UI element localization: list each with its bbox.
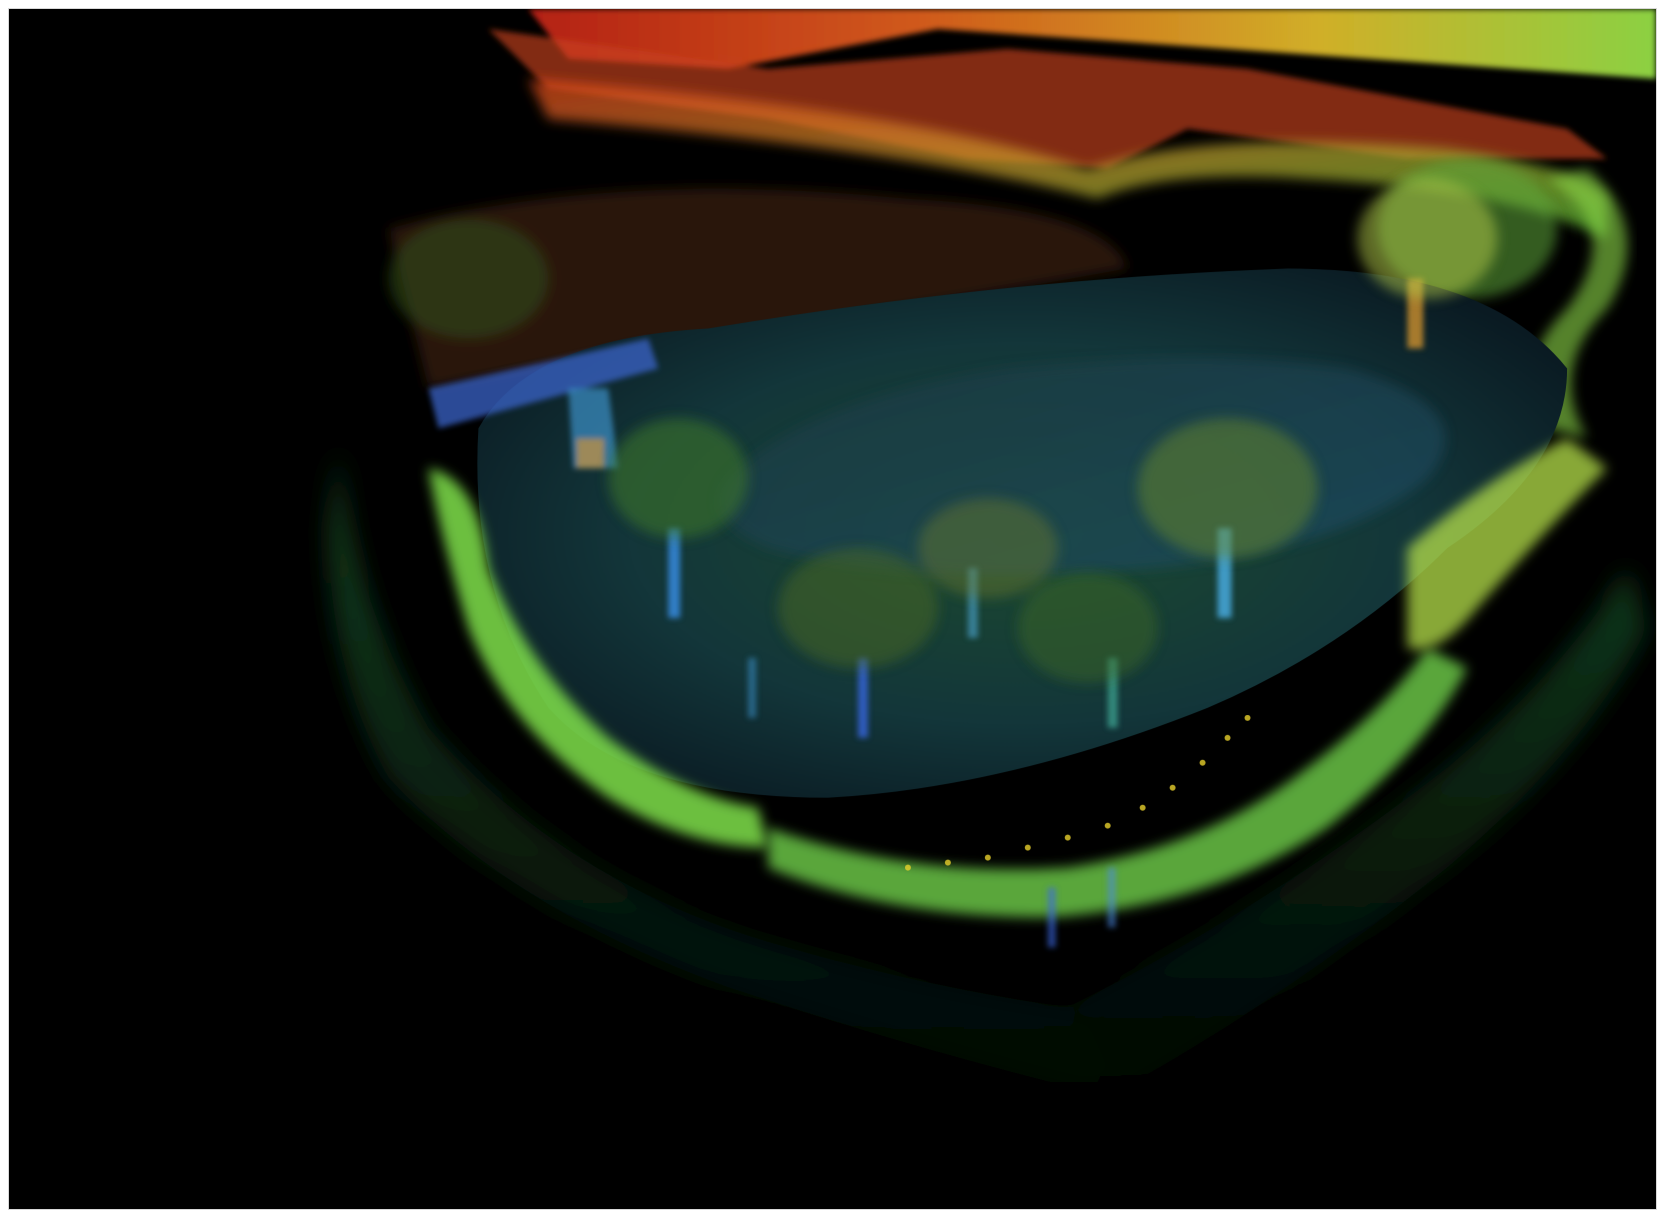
point-cloud-viewport[interactable]	[8, 8, 1657, 1210]
point-cloud-render	[328, 9, 1656, 1098]
left-hedge	[428, 468, 769, 848]
footbridge	[428, 338, 659, 469]
path-markers	[904, 714, 1251, 871]
bottom-hedge	[768, 647, 1468, 918]
right-hedge	[1407, 438, 1608, 650]
road-region	[528, 78, 1608, 239]
building-roof-region	[488, 9, 1656, 169]
tree-canopies	[608, 178, 1498, 683]
outer-wall	[328, 448, 1648, 1098]
